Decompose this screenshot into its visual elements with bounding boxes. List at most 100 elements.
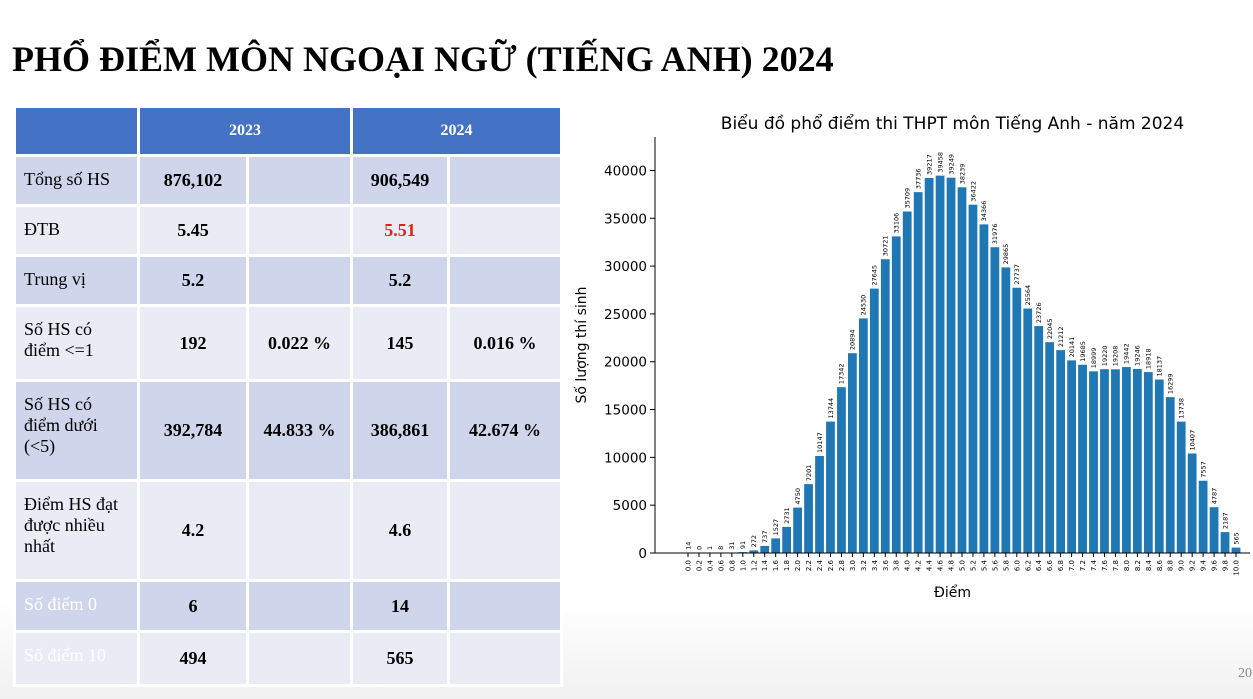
- data-label: 18999: [1090, 348, 1098, 369]
- data-label: 8: [717, 546, 725, 550]
- cell: 0.016 %: [447, 304, 563, 382]
- data-label: 565: [1232, 532, 1240, 544]
- row-label: Số HS có điểm <=1: [13, 304, 140, 382]
- x-tick-label: 3.8: [893, 560, 901, 571]
- table-row: Tổng số HS 876,102 906,549: [13, 154, 563, 207]
- data-label: 18137: [1156, 356, 1164, 377]
- bar: [1132, 368, 1142, 553]
- y-tick-label: 25000: [604, 307, 647, 323]
- x-axis-label: Điểm: [934, 584, 971, 601]
- x-tick-label: 2.0: [794, 560, 802, 571]
- x-tick-label: 4.6: [937, 559, 945, 571]
- bar: [826, 421, 835, 553]
- x-tick-label: 9.6: [1211, 559, 1219, 571]
- bar: [1187, 453, 1197, 553]
- x-tick-label: 7.2: [1079, 560, 1087, 571]
- bar: [1209, 507, 1219, 553]
- chart-title: Biểu đồ phổ điểm thi THPT môn Tiếng Anh …: [721, 113, 1184, 134]
- bar: [968, 204, 978, 553]
- bar: [1001, 267, 1011, 553]
- header-row: 2023 2024: [13, 105, 563, 157]
- bar: [1220, 532, 1230, 553]
- x-tick-label: 0.4: [706, 559, 714, 571]
- data-label: 36422: [969, 181, 977, 202]
- table-row: ĐTB 5.45 5.51: [13, 204, 563, 257]
- bar: [815, 455, 824, 553]
- bar: [979, 224, 989, 553]
- data-label: 29865: [1002, 244, 1010, 265]
- y-axis-label: Số lượng thí sinh: [573, 286, 590, 403]
- row-label: Số HS có điểm dưới (<5): [13, 379, 140, 482]
- page-number: 20: [1238, 666, 1252, 681]
- bar: [771, 538, 781, 553]
- bar: [1100, 369, 1109, 553]
- x-tick-label: 1.6: [772, 559, 780, 571]
- x-tick-label: 0.0: [685, 560, 693, 571]
- data-label: 19220: [1101, 346, 1109, 367]
- bar: [793, 507, 802, 553]
- data-label: 91: [739, 541, 747, 549]
- x-tick-label: 8.0: [1123, 560, 1131, 571]
- data-label: 19246: [1134, 345, 1142, 366]
- bar: [902, 211, 912, 554]
- x-tick-label: 1.0: [739, 560, 747, 571]
- cell: 876,102: [137, 154, 249, 207]
- data-label: 19685: [1079, 341, 1087, 362]
- bar: [1231, 547, 1241, 553]
- data-label: 25564: [1024, 285, 1032, 306]
- cell: 4.6: [350, 479, 450, 582]
- x-tick-label: 3.6: [882, 559, 890, 571]
- bar: [935, 175, 945, 553]
- x-tick-label: 0.8: [728, 560, 736, 571]
- bar: [946, 177, 956, 553]
- bar: [1165, 397, 1175, 553]
- x-tick-label: 3.0: [849, 560, 857, 571]
- data-label: 19442: [1123, 343, 1131, 364]
- x-tick-label: 8.2: [1134, 560, 1142, 571]
- data-label: 10407: [1188, 430, 1196, 451]
- slide-title: PHỔ ĐIỂM MÔN NGOẠI NGỮ (TIẾNG ANH) 2024: [12, 39, 834, 79]
- x-tick-label: 5.2: [969, 560, 977, 571]
- y-tick-label: 15000: [604, 403, 647, 419]
- bar: [1176, 421, 1186, 553]
- cell: [447, 204, 563, 257]
- cell: 5.51: [350, 204, 450, 257]
- x-tick-label: 7.4: [1090, 559, 1098, 571]
- data-label: 33106: [893, 213, 901, 234]
- cell: 5.2: [137, 254, 249, 307]
- x-tick-label: 6.2: [1024, 560, 1032, 571]
- data-label: 27645: [871, 265, 879, 286]
- data-label: 16299: [1167, 373, 1175, 394]
- bar: [749, 550, 759, 553]
- cell: [447, 254, 563, 307]
- bar: [1023, 308, 1033, 553]
- cell: 192: [137, 304, 249, 382]
- cell: [447, 154, 563, 207]
- x-tick-label: 3.4: [871, 559, 879, 571]
- bar: [1111, 369, 1120, 553]
- bar: [1067, 360, 1076, 553]
- x-tick-label: 1.4: [761, 559, 769, 571]
- x-tick-label: 0.6: [717, 559, 725, 571]
- bar: [1012, 287, 1022, 553]
- cell: 565: [350, 630, 450, 687]
- x-tick-label: 4.8: [948, 560, 956, 571]
- bar: [1143, 372, 1153, 553]
- data-label: 10147: [816, 432, 824, 453]
- x-tick-label: 4.2: [915, 560, 923, 571]
- table-row: Số điểm 0 6 14: [13, 579, 563, 633]
- x-tick-label: 10.0: [1233, 560, 1241, 576]
- data-label: 39217: [925, 154, 933, 175]
- data-label: 23726: [1035, 302, 1043, 323]
- cell: [246, 254, 353, 307]
- cell: 5.45: [137, 204, 249, 257]
- data-label: 24530: [860, 295, 868, 316]
- cell: 145: [350, 304, 450, 382]
- data-label: 19208: [1112, 346, 1120, 367]
- x-tick-label: 5.0: [959, 560, 967, 571]
- x-tick-label: 9.0: [1178, 560, 1186, 571]
- bar: [1154, 379, 1164, 553]
- x-tick-label: 1.8: [783, 560, 791, 571]
- cell: [246, 479, 353, 582]
